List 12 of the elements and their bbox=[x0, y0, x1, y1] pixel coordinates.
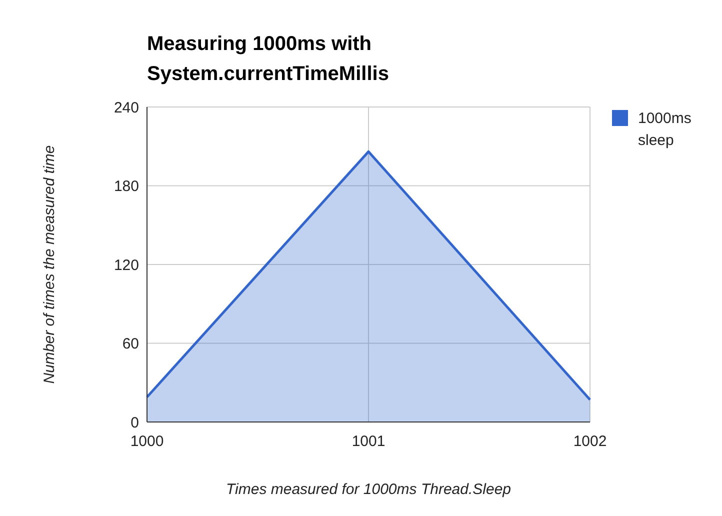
x-tick-label: 1000 bbox=[130, 433, 164, 450]
y-tick-label: 0 bbox=[130, 414, 139, 432]
x-tick-label: 1002 bbox=[573, 433, 607, 450]
legend-label: 1000ms sleep bbox=[638, 110, 692, 149]
y-tick-label: 120 bbox=[114, 256, 139, 274]
chart-title: Measuring 1000ms with System.currentTimeMillis bbox=[147, 33, 389, 85]
y-tick-label: 240 bbox=[114, 99, 139, 116]
x-axis-title: Times measured for 1000ms Thread.Sleep bbox=[226, 481, 511, 498]
y-tick-label: 60 bbox=[122, 336, 139, 352]
y-tick-label: 180 bbox=[114, 178, 139, 195]
x-tick-label: 1001 bbox=[352, 433, 386, 450]
y-axis-title: Number of times the measured time bbox=[41, 145, 58, 384]
